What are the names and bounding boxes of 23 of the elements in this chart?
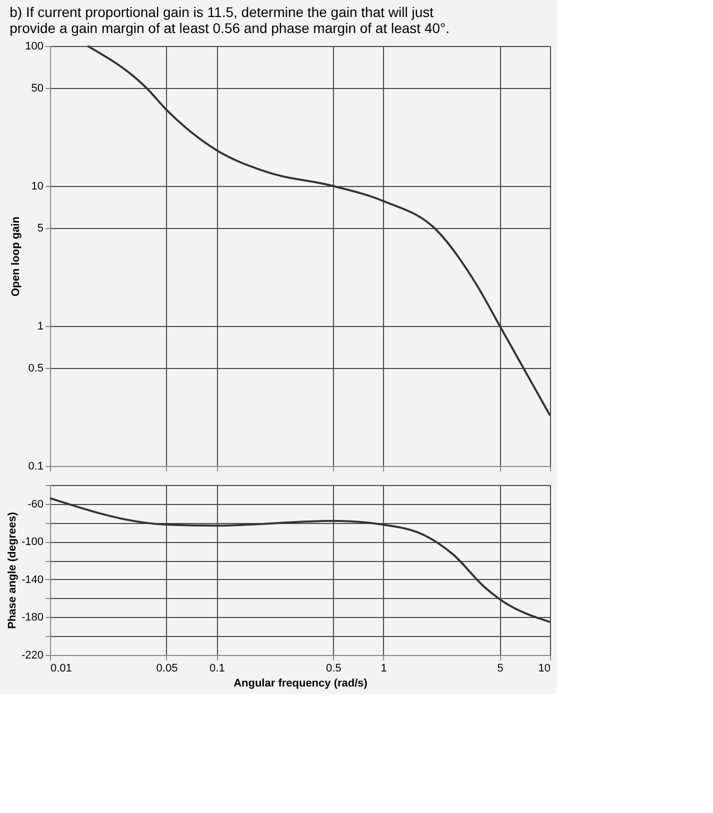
x-tick-label: 5	[497, 662, 504, 674]
x-tick-label: 1	[380, 662, 387, 674]
y-tick-label: 0.5	[28, 362, 44, 375]
x-tick-label: 0.5	[326, 662, 342, 674]
y-tick-label: -220	[21, 650, 44, 662]
y-tick-label: -100	[21, 536, 44, 548]
y-axis-title: Phase angle (degrees)	[6, 512, 18, 629]
y-tick-label: 1	[37, 320, 44, 332]
x-tick-label: 10	[538, 662, 550, 674]
y-axis-title: Open loop gain	[10, 216, 22, 297]
x-tick-label: 0.01	[50, 662, 72, 674]
x-tick-label: 0.05	[156, 662, 178, 674]
chart-title: b) If current proportional gain is 11.5, determine the gain that will just provide a gain margin of at least 0.56 and phase margin of at least 40°.	[10, 4, 450, 36]
y-tick-label: 10	[31, 180, 44, 192]
x-axis-title: Angular frequency (rad/s)	[234, 678, 368, 690]
x-tick-label: 0.1	[210, 662, 225, 674]
y-tick-label: -60	[28, 498, 44, 510]
y-tick-label: 0.1	[28, 460, 44, 472]
y-tick-label: -140	[21, 574, 44, 586]
y-tick-label: 100	[25, 40, 44, 52]
y-tick-label: 50	[31, 82, 44, 95]
y-tick-label: 5	[37, 222, 44, 235]
y-tick-label: -180	[21, 612, 44, 624]
